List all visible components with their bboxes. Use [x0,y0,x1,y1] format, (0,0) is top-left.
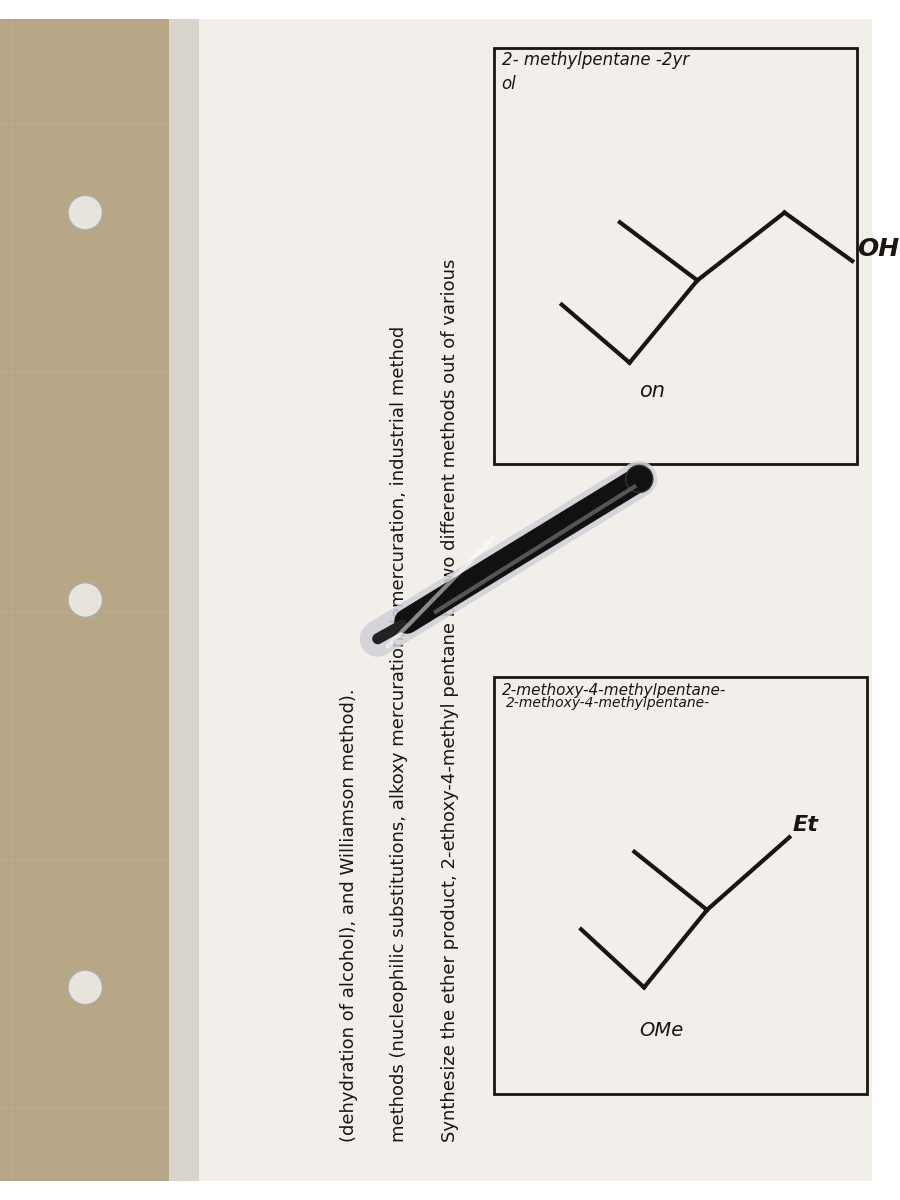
Text: (dehydration of alcohol), and Williamson method).: (dehydration of alcohol), and Williamson… [340,689,358,1142]
Circle shape [68,582,103,618]
Bar [169,19,199,1181]
Text: OH: OH [857,238,899,262]
Bar [0,19,169,1181]
Bar [169,19,872,1181]
Text: 2- methylpentane -2yr: 2- methylpentane -2yr [501,52,688,70]
Text: Synthesize the ether product, 2-ethoxy-4-methyl pentane by two different methods: Synthesize the ether product, 2-ethoxy-4… [441,259,459,1142]
Text: methods (nucleophilic substitutions, alkoxy mercuration/demercuration, industria: methods (nucleophilic substitutions, alk… [391,326,409,1142]
Bar [494,678,867,1094]
Text: Et: Et [792,815,818,834]
Text: ol: ol [501,74,517,92]
Text: on: on [639,380,665,401]
Circle shape [68,196,103,230]
Bar [494,48,857,464]
Circle shape [68,970,103,1004]
Circle shape [626,466,652,492]
Text: 2-methoxy-4-methylpentane-: 2-methoxy-4-methylpentane- [506,696,710,709]
Text: 2-methoxy-4-methylpentane-: 2-methoxy-4-methylpentane- [501,683,726,698]
Text: OMe: OMe [639,1021,683,1040]
